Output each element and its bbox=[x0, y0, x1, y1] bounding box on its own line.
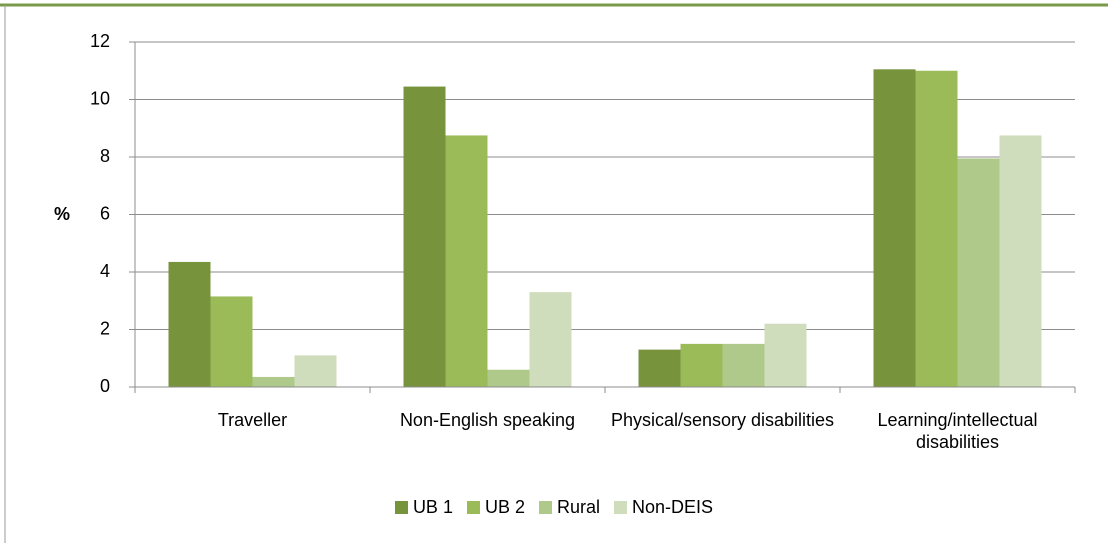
legend-swatch bbox=[614, 501, 628, 514]
legend-swatch bbox=[394, 501, 408, 514]
bar bbox=[915, 70, 958, 387]
legend-item: Rural bbox=[539, 497, 600, 518]
bar bbox=[403, 86, 446, 387]
bar bbox=[252, 376, 295, 387]
y-axis-label: % bbox=[54, 204, 70, 224]
bar bbox=[873, 69, 916, 387]
bar bbox=[445, 135, 488, 387]
legend-item: UB 1 bbox=[394, 497, 453, 518]
bar bbox=[957, 158, 1000, 387]
bar bbox=[722, 343, 765, 387]
bar bbox=[764, 323, 807, 387]
y-tick-label: 4 bbox=[100, 261, 110, 281]
y-tick-label: 2 bbox=[100, 318, 110, 338]
legend-swatch bbox=[466, 501, 480, 514]
legend-item: Non-DEIS bbox=[614, 497, 713, 518]
y-tick-label: 12 bbox=[90, 31, 110, 51]
legend-label: Non-DEIS bbox=[632, 497, 714, 517]
x-tick-label: Physical/sensory disabilities bbox=[610, 410, 835, 430]
y-tick-label: 6 bbox=[100, 203, 110, 223]
legend-label: UB 1 bbox=[412, 497, 453, 517]
legend: UB 1 UB 2 Rural Non-DEIS bbox=[0, 497, 1108, 518]
bar bbox=[487, 369, 530, 387]
bar bbox=[529, 292, 572, 387]
y-tick-label: 0 bbox=[100, 376, 110, 396]
x-tick-label: Traveller bbox=[217, 410, 288, 430]
bar bbox=[999, 135, 1042, 387]
bar bbox=[210, 296, 253, 387]
x-tick-label: Learning/intellectual disabilities bbox=[877, 410, 1038, 452]
bar bbox=[168, 261, 211, 387]
y-tick-label: 10 bbox=[90, 88, 110, 108]
bar bbox=[294, 355, 337, 387]
legend-swatch bbox=[539, 501, 552, 514]
legend-label: Rural bbox=[557, 497, 601, 517]
legend-item: UB 2 bbox=[466, 497, 525, 518]
bar bbox=[638, 349, 681, 387]
legend-label: UB 2 bbox=[484, 497, 525, 517]
bar bbox=[680, 343, 723, 387]
x-tick-label: Non-English speaking bbox=[399, 410, 576, 430]
y-tick-label: 8 bbox=[100, 146, 110, 166]
